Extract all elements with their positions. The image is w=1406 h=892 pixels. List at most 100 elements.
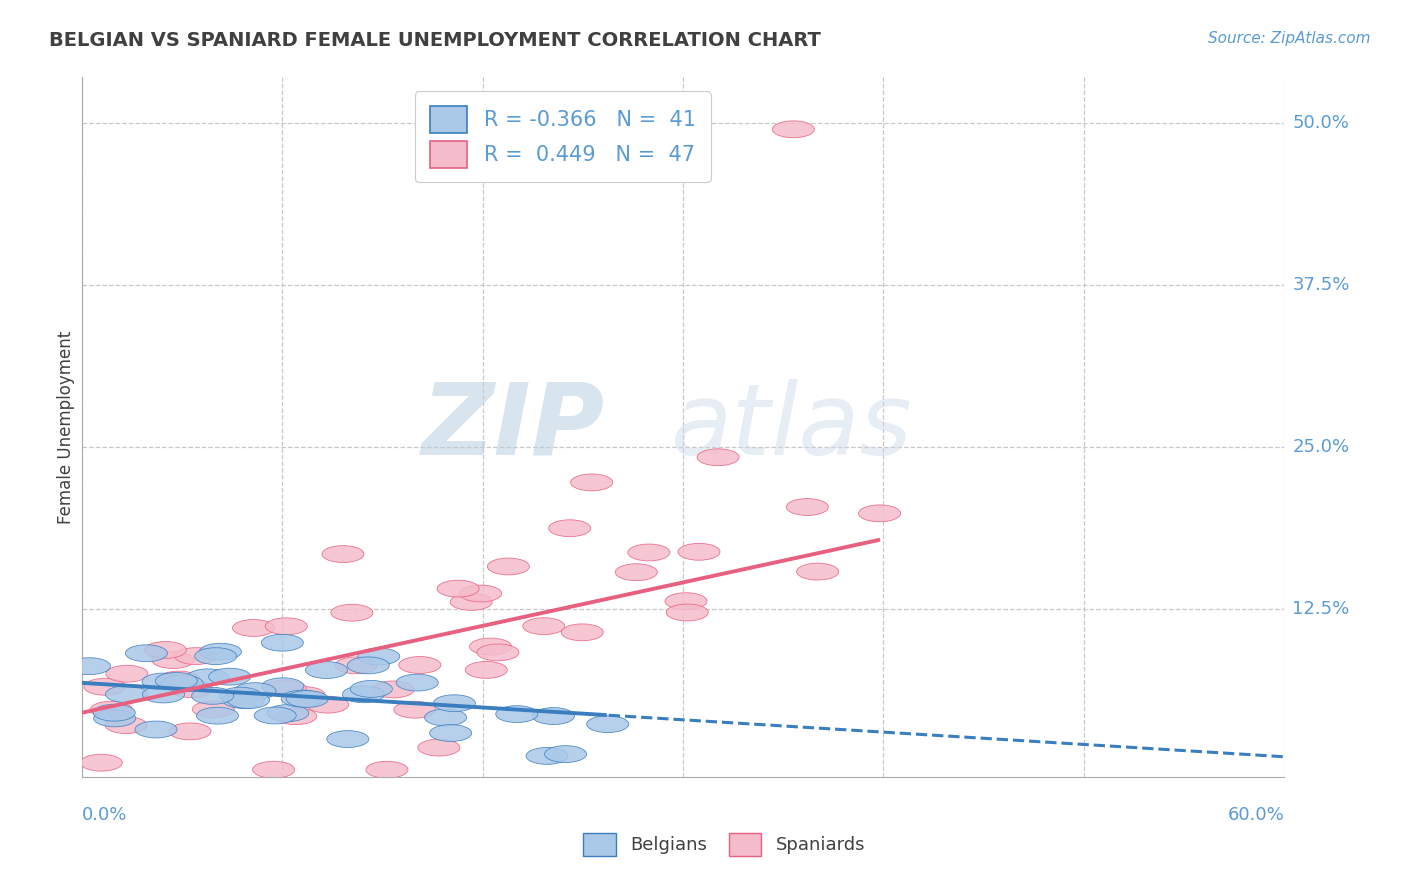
Ellipse shape (347, 657, 389, 673)
Ellipse shape (233, 682, 276, 699)
Ellipse shape (197, 707, 239, 724)
Ellipse shape (222, 691, 264, 708)
Ellipse shape (786, 499, 828, 516)
Ellipse shape (460, 585, 502, 602)
Ellipse shape (253, 761, 295, 778)
Ellipse shape (470, 638, 512, 655)
Ellipse shape (90, 701, 132, 718)
Ellipse shape (450, 593, 492, 610)
Ellipse shape (425, 709, 467, 726)
Ellipse shape (571, 474, 613, 491)
Ellipse shape (262, 634, 304, 651)
Ellipse shape (666, 604, 709, 621)
Ellipse shape (232, 620, 274, 636)
Ellipse shape (174, 648, 217, 665)
Ellipse shape (200, 643, 242, 660)
Ellipse shape (264, 680, 307, 697)
Ellipse shape (228, 691, 270, 708)
Text: 12.5%: 12.5% (1292, 600, 1350, 618)
Ellipse shape (665, 593, 707, 609)
Ellipse shape (169, 723, 211, 739)
Ellipse shape (157, 671, 200, 688)
Ellipse shape (305, 662, 347, 679)
Ellipse shape (94, 710, 136, 727)
Ellipse shape (142, 686, 184, 703)
Ellipse shape (373, 681, 415, 698)
Text: 50.0%: 50.0% (1292, 114, 1350, 132)
Ellipse shape (105, 686, 148, 703)
Ellipse shape (105, 716, 148, 733)
Ellipse shape (366, 761, 408, 778)
Text: atlas: atlas (671, 379, 912, 476)
Ellipse shape (254, 707, 297, 724)
Ellipse shape (628, 544, 669, 561)
Ellipse shape (287, 690, 328, 707)
Ellipse shape (399, 657, 441, 673)
Ellipse shape (219, 687, 262, 704)
Ellipse shape (350, 681, 392, 698)
Ellipse shape (125, 645, 167, 662)
Ellipse shape (84, 678, 127, 695)
Ellipse shape (335, 657, 377, 673)
Ellipse shape (697, 449, 740, 466)
Ellipse shape (135, 721, 177, 738)
Ellipse shape (330, 604, 373, 621)
Text: 60.0%: 60.0% (1227, 806, 1284, 824)
Ellipse shape (283, 687, 325, 704)
Ellipse shape (170, 681, 212, 698)
Ellipse shape (152, 652, 194, 668)
Ellipse shape (69, 657, 111, 674)
Text: Source: ZipAtlas.com: Source: ZipAtlas.com (1208, 31, 1371, 46)
Ellipse shape (322, 546, 364, 563)
Ellipse shape (307, 697, 349, 713)
Ellipse shape (437, 580, 479, 597)
Ellipse shape (262, 678, 304, 695)
Ellipse shape (155, 673, 197, 690)
Text: ZIP: ZIP (422, 379, 605, 476)
Ellipse shape (616, 564, 658, 581)
Ellipse shape (267, 705, 309, 722)
Ellipse shape (433, 695, 475, 712)
Ellipse shape (488, 558, 530, 575)
Text: 37.5%: 37.5% (1292, 276, 1350, 293)
Ellipse shape (586, 715, 628, 732)
Ellipse shape (772, 121, 814, 137)
Ellipse shape (187, 669, 229, 686)
Ellipse shape (523, 618, 565, 634)
Legend: R = -0.366   N =  41, R =  0.449   N =  47: R = -0.366 N = 41, R = 0.449 N = 47 (415, 91, 710, 182)
Ellipse shape (357, 648, 399, 665)
Ellipse shape (105, 665, 148, 682)
Ellipse shape (430, 724, 471, 741)
Ellipse shape (526, 747, 568, 764)
Ellipse shape (544, 746, 586, 763)
Ellipse shape (477, 644, 519, 661)
Ellipse shape (266, 618, 308, 635)
Text: 25.0%: 25.0% (1292, 438, 1350, 456)
Ellipse shape (194, 648, 236, 665)
Ellipse shape (678, 543, 720, 560)
Ellipse shape (859, 505, 901, 522)
Ellipse shape (326, 731, 368, 747)
Ellipse shape (191, 688, 233, 705)
Y-axis label: Female Unemployment: Female Unemployment (58, 331, 75, 524)
Text: 0.0%: 0.0% (82, 806, 128, 824)
Ellipse shape (496, 706, 538, 723)
Ellipse shape (93, 705, 135, 721)
Ellipse shape (396, 674, 439, 691)
Ellipse shape (193, 701, 235, 718)
Ellipse shape (281, 690, 323, 707)
Ellipse shape (418, 739, 460, 756)
Ellipse shape (465, 662, 508, 678)
Ellipse shape (80, 755, 122, 771)
Ellipse shape (145, 641, 187, 658)
Ellipse shape (548, 520, 591, 537)
Ellipse shape (533, 707, 575, 724)
Ellipse shape (797, 563, 838, 580)
Ellipse shape (208, 668, 250, 685)
Text: BELGIAN VS SPANIARD FEMALE UNEMPLOYMENT CORRELATION CHART: BELGIAN VS SPANIARD FEMALE UNEMPLOYMENT … (49, 31, 821, 50)
Legend: Belgians, Spaniards: Belgians, Spaniards (572, 822, 876, 867)
Ellipse shape (343, 686, 384, 703)
Ellipse shape (561, 624, 603, 640)
Ellipse shape (274, 707, 316, 724)
Ellipse shape (162, 675, 204, 692)
